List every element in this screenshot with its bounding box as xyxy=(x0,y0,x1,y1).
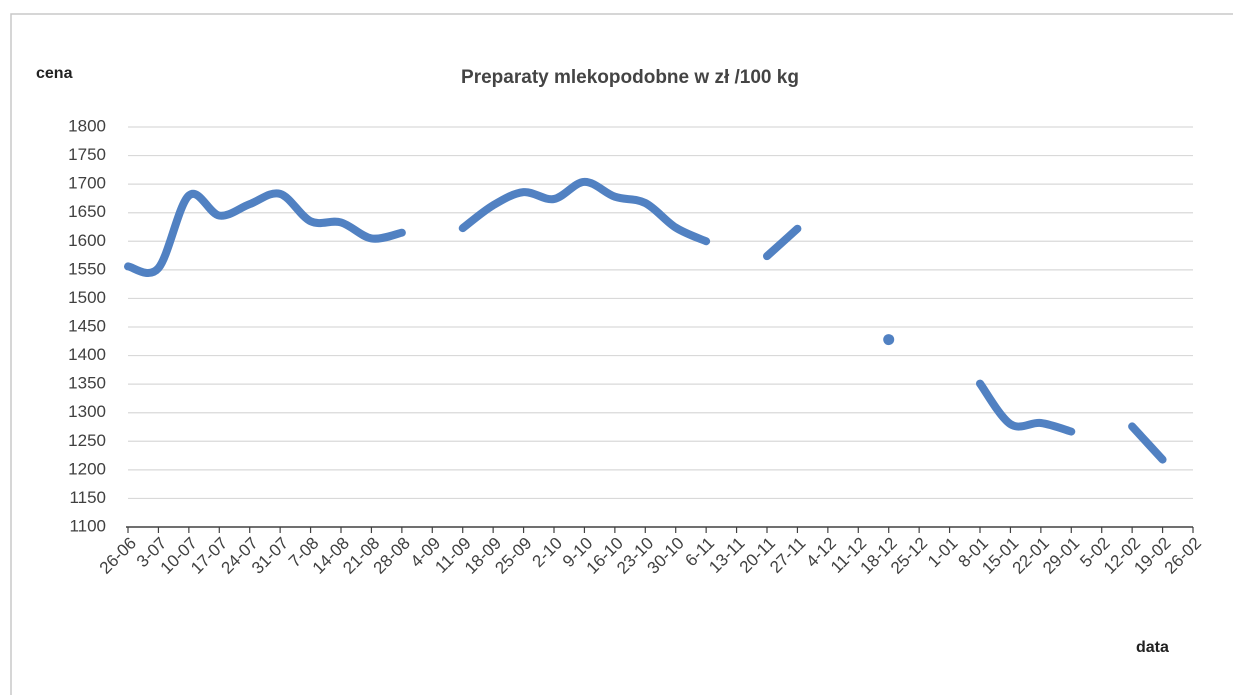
x-tick-label: 1-01 xyxy=(924,534,961,571)
y-tick-label: 1650 xyxy=(68,202,106,221)
y-tick-label: 1300 xyxy=(68,402,106,421)
y-tick-label: 1750 xyxy=(68,145,106,164)
chart-title: Preparaty mlekopodobne w zł /100 kg xyxy=(461,67,799,88)
x-axis-label: data xyxy=(1136,639,1169,656)
line-segment xyxy=(1128,422,1167,464)
y-tick-label: 1150 xyxy=(69,488,106,507)
line-segment xyxy=(458,177,711,246)
y-tick-label: 1100 xyxy=(69,516,106,535)
y-tick-label: 1800 xyxy=(68,116,106,135)
x-tick-label: 27-11 xyxy=(766,534,809,577)
y-tick-label: 1700 xyxy=(68,174,106,193)
line-segment xyxy=(976,379,1076,436)
y-tick-label: 1200 xyxy=(68,459,106,478)
data-point xyxy=(883,334,895,346)
y-tick-label: 1350 xyxy=(68,374,106,393)
y-tick-label: 1600 xyxy=(68,231,106,250)
line-segment xyxy=(124,189,406,277)
y-tick-label: 1450 xyxy=(68,316,106,335)
y-tick-label: 1400 xyxy=(68,345,106,364)
y-tick-label: 1500 xyxy=(68,288,106,307)
x-tick-label: 26-06 xyxy=(96,534,140,578)
y-tick-label: 1250 xyxy=(68,431,106,450)
chart-frame xyxy=(10,13,1233,700)
line-segment xyxy=(763,224,802,261)
y-axis-label: cena xyxy=(36,65,73,82)
y-tick-label: 1550 xyxy=(68,259,106,278)
x-tick-label: 2-10 xyxy=(529,534,566,571)
